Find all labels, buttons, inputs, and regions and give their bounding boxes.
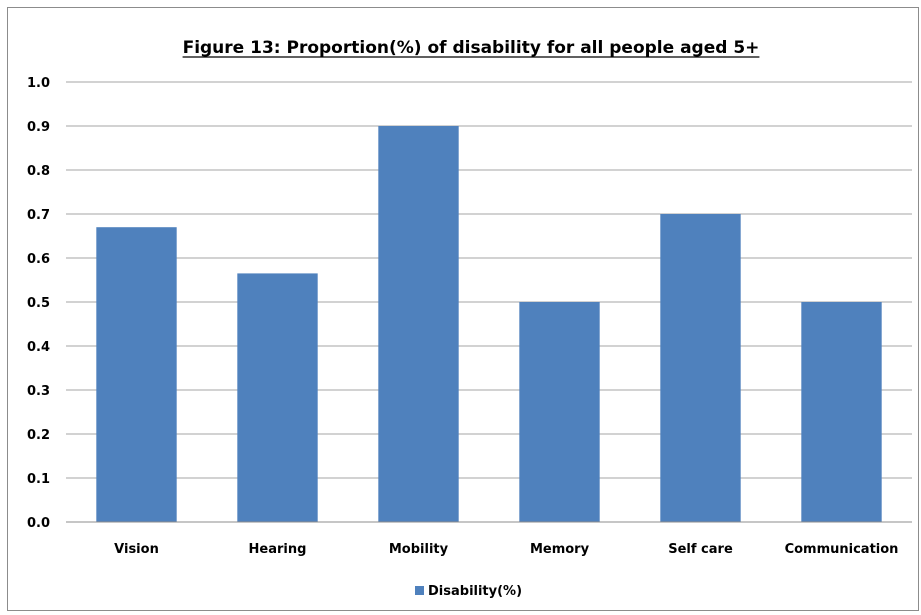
bar-self-care	[660, 214, 741, 522]
x-tick-label: Vision	[114, 542, 159, 557]
x-axis-ticks: Vision Hearing Mobility Memory Self care Comm…	[114, 542, 898, 557]
gridlines	[66, 81, 912, 523]
bar-memory	[519, 302, 600, 522]
x-tick-label: Hearing	[249, 542, 307, 557]
legend: Disability(%)	[415, 584, 522, 599]
bar-communication	[801, 302, 882, 522]
bar-mobility	[378, 126, 459, 522]
legend-label: Disability(%)	[428, 584, 522, 599]
y-tick-label: 1.0	[27, 76, 50, 91]
y-tick-label: 0.0	[27, 516, 50, 531]
x-tick-label: Memory	[530, 542, 590, 557]
y-tick-label: 0.7	[27, 208, 50, 223]
chart-title: Figure 13: Proportion(%) of disability f…	[183, 38, 760, 58]
y-tick-label: 0.3	[27, 384, 50, 399]
bar-hearing	[237, 273, 318, 522]
x-tick-label: Mobility	[389, 542, 449, 557]
y-tick-label: 0.8	[27, 164, 50, 179]
y-tick-label: 0.9	[27, 120, 50, 135]
y-axis-ticks: 0.0 0.1 0.2 0.3 0.4 0.5 0.6 0.7 0.8 0.9 1.0	[27, 76, 50, 531]
bars	[66, 126, 912, 523]
y-tick-label: 0.5	[27, 296, 50, 311]
y-tick-label: 0.1	[27, 472, 50, 487]
y-tick-label: 0.6	[27, 252, 50, 267]
y-tick-label: 0.4	[27, 340, 50, 355]
x-tick-label: Self care	[668, 542, 733, 557]
chart-title-group: Figure 13: Proportion(%) of disability f…	[182, 38, 760, 58]
x-tick-label: Communication	[785, 542, 899, 557]
y-tick-label: 0.2	[27, 428, 50, 443]
bar-vision	[96, 227, 177, 522]
legend-swatch	[415, 586, 424, 595]
